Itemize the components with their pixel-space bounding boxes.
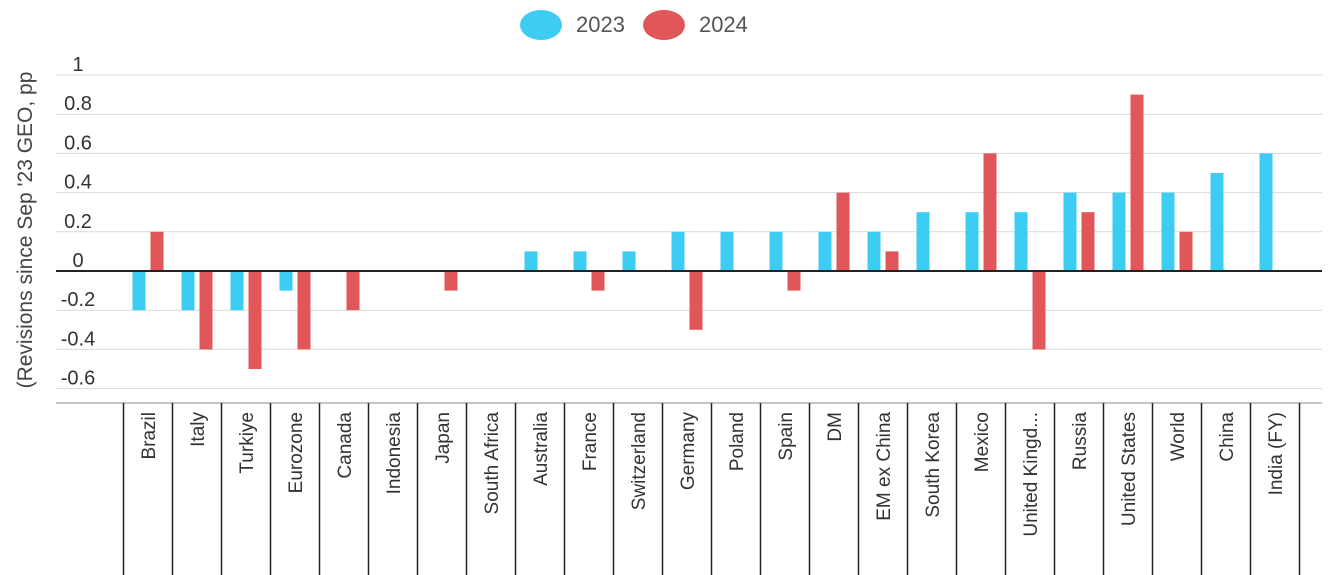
bar-2023: [671, 231, 685, 271]
bar-2023: [818, 231, 832, 271]
bar-2023: [1210, 173, 1224, 271]
bar-2023: [622, 251, 636, 271]
bar-2024: [1179, 231, 1193, 271]
x-tick-label: Italy: [188, 412, 209, 447]
x-tick-label: South Africa: [482, 412, 503, 515]
y-tick-label: 0.6: [64, 132, 92, 154]
bar-2023: [916, 212, 930, 271]
x-tick-label: United Kingd...: [1021, 412, 1042, 537]
x-tick-label: Mexico: [972, 412, 993, 472]
bar-2024: [885, 251, 899, 271]
bar-2024: [297, 271, 311, 350]
legend-item-2024[interactable]: 2024: [642, 10, 748, 40]
bar-2024: [836, 192, 850, 271]
y-tick-label: -0.6: [61, 368, 95, 390]
bar-2023: [181, 271, 195, 311]
x-tick-label: Russia: [1070, 412, 1091, 471]
legend-label-2023: 2023: [576, 12, 625, 37]
y-tick-label: 0.4: [64, 172, 92, 194]
y-tick-label: -0.4: [61, 328, 95, 350]
bar-2023: [1259, 153, 1273, 271]
bar-2024: [444, 271, 458, 291]
bar-2024: [248, 271, 262, 369]
bar-2024: [199, 271, 213, 350]
x-tick-label: France: [580, 412, 601, 471]
x-tick-label: Australia: [531, 412, 552, 486]
legend-swatch-2023: [520, 10, 562, 40]
bar-2023: [1063, 192, 1077, 271]
bar-2023: [230, 271, 244, 311]
x-tick-label: Indonesia: [384, 412, 405, 495]
bar-2024: [1081, 212, 1095, 271]
x-tick-label: Poland: [727, 412, 748, 471]
x-tick-label: China: [1217, 412, 1238, 462]
bar-2023: [867, 231, 881, 271]
x-tick-label: Turkiye: [237, 412, 258, 474]
bar-2024: [1032, 271, 1046, 350]
legend-swatch-2024: [642, 10, 685, 40]
x-tick-label: Switzerland: [629, 412, 650, 510]
x-tick-label: Germany: [678, 412, 699, 491]
bar-2024: [787, 271, 801, 291]
bar-2023: [132, 271, 146, 311]
x-tick-label: India (FY): [1266, 412, 1287, 495]
bar-2023: [1161, 192, 1175, 271]
bar-2023: [720, 231, 734, 271]
y-tick-label: 0.8: [64, 93, 92, 115]
legend-label-2024: 2024: [698, 12, 748, 37]
bar-2024: [983, 153, 997, 271]
x-tick-label: Spain: [776, 412, 797, 461]
x-tick-label: DM: [825, 412, 846, 442]
y-tick-label: -0.2: [61, 289, 95, 311]
x-tick-label: Japan: [433, 412, 454, 464]
bar-2024: [346, 271, 360, 311]
bar-2024: [591, 271, 605, 291]
x-tick-label: Brazil: [139, 412, 160, 460]
x-tick-label: World: [1168, 412, 1189, 461]
x-tick-label: United States: [1119, 412, 1140, 526]
y-tick-label: 0: [72, 250, 83, 272]
bar-2023: [1014, 212, 1028, 271]
bar-2024: [1130, 94, 1144, 271]
x-tick-label: South Korea: [923, 412, 944, 518]
y-tick-label: 0.2: [64, 211, 92, 233]
x-tick-label: Eurozone: [286, 412, 307, 493]
bar-2023: [769, 231, 783, 271]
bar-2023: [279, 271, 293, 291]
bar-2024: [689, 271, 703, 330]
legend-item-2023[interactable]: 2023: [520, 10, 625, 40]
x-tick-label: EM ex China: [874, 412, 895, 521]
bar-2023: [965, 212, 979, 271]
bar-2024: [150, 231, 164, 271]
y-tick-label: 1: [72, 54, 83, 76]
chart-legend: 2023 2024: [520, 8, 748, 42]
bar-2023: [573, 251, 587, 271]
bar-2023: [1112, 192, 1126, 271]
x-tick-label: Canada: [335, 412, 356, 479]
bar-2023: [524, 251, 538, 271]
